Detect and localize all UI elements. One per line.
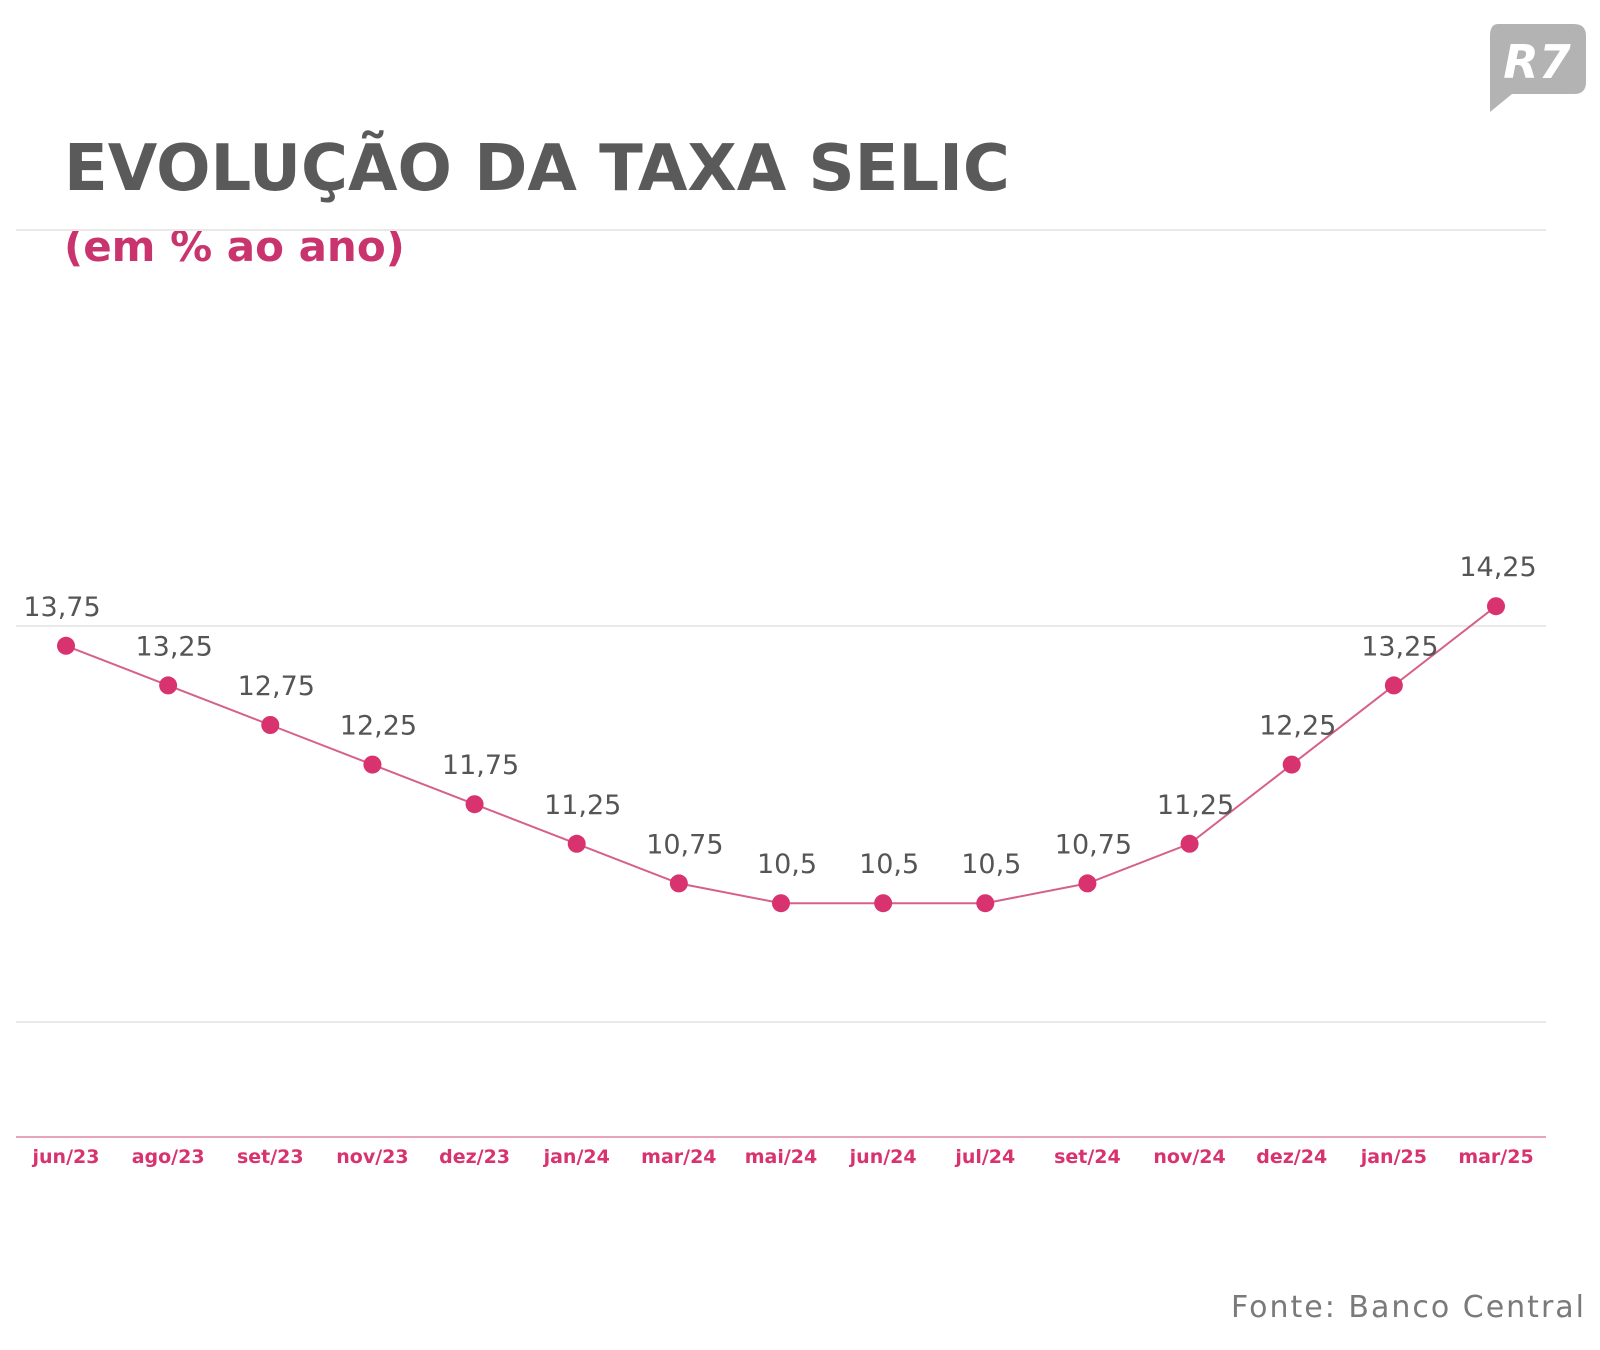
value-label: 12,25 (340, 711, 417, 742)
value-label: 11,25 (1157, 790, 1234, 821)
value-label: 10,5 (757, 849, 817, 880)
data-point (772, 894, 790, 913)
x-tick-label: nov/24 (1153, 1146, 1225, 1168)
data-point (57, 636, 75, 655)
data-point (363, 755, 382, 774)
value-label-layer: 13,75 13,25 12,75 12,25 11,75 11,25 10,75 10,5 1… (23, 552, 1536, 880)
x-tick-label: jun/24 (849, 1146, 917, 1168)
data-point (465, 795, 484, 814)
value-label: 10,75 (1055, 829, 1132, 860)
x-tick-label: mai/24 (745, 1146, 818, 1168)
data-point (1180, 834, 1199, 853)
x-tick-label: mar/25 (1458, 1146, 1533, 1168)
data-point (261, 716, 280, 734)
data-point (669, 874, 688, 893)
source-note: Fonte: Banco Central (1230, 1290, 1586, 1325)
value-label: 10,75 (646, 829, 723, 860)
x-tick-label: mar/24 (641, 1146, 716, 1168)
value-label: 12,75 (238, 671, 315, 702)
value-label: 10,5 (961, 849, 1021, 880)
x-tick-label: dez/23 (439, 1146, 510, 1168)
x-tick-label: jun/23 (32, 1146, 100, 1168)
x-tick-label: nov/23 (336, 1146, 408, 1168)
value-label: 14,25 (1459, 552, 1536, 583)
value-label: 12,25 (1259, 711, 1336, 742)
data-point (567, 834, 586, 853)
r7-logo: R7 (1490, 24, 1586, 112)
data-point (1487, 597, 1505, 616)
x-tick-label: ago/23 (132, 1146, 205, 1168)
x-tick-label: jan/24 (543, 1146, 610, 1168)
x-tick-label: set/23 (237, 1146, 304, 1168)
value-label: 11,25 (544, 790, 621, 821)
chart-title: EVOLUÇÃO DA TAXA SELIC (64, 132, 1010, 206)
value-label: 11,75 (442, 750, 519, 781)
x-tick-label: set/24 (1054, 1146, 1121, 1168)
x-tick-label: jan/25 (1360, 1146, 1427, 1168)
value-label: 10,5 (859, 849, 919, 880)
value-label: 13,25 (135, 631, 212, 662)
data-point (874, 894, 893, 913)
data-point (1078, 874, 1097, 893)
logo-bubble (1490, 24, 1586, 112)
data-point (159, 676, 178, 695)
x-tick-label: jul/24 (954, 1146, 1015, 1168)
data-point (976, 894, 995, 913)
grid-layer (16, 229, 1546, 1138)
value-label: 13,25 (1361, 631, 1438, 662)
data-point (1282, 755, 1301, 774)
data-point (1384, 676, 1403, 695)
logo-text: R7 (1503, 35, 1570, 89)
x-tick-label: dez/24 (1256, 1146, 1327, 1168)
axis-label-layer: jun/23 ago/23 set/23 nov/23 dez/23 jan/24 mar/… (32, 1146, 1534, 1168)
point-layer (57, 597, 1505, 913)
value-label: 13,75 (23, 592, 100, 623)
